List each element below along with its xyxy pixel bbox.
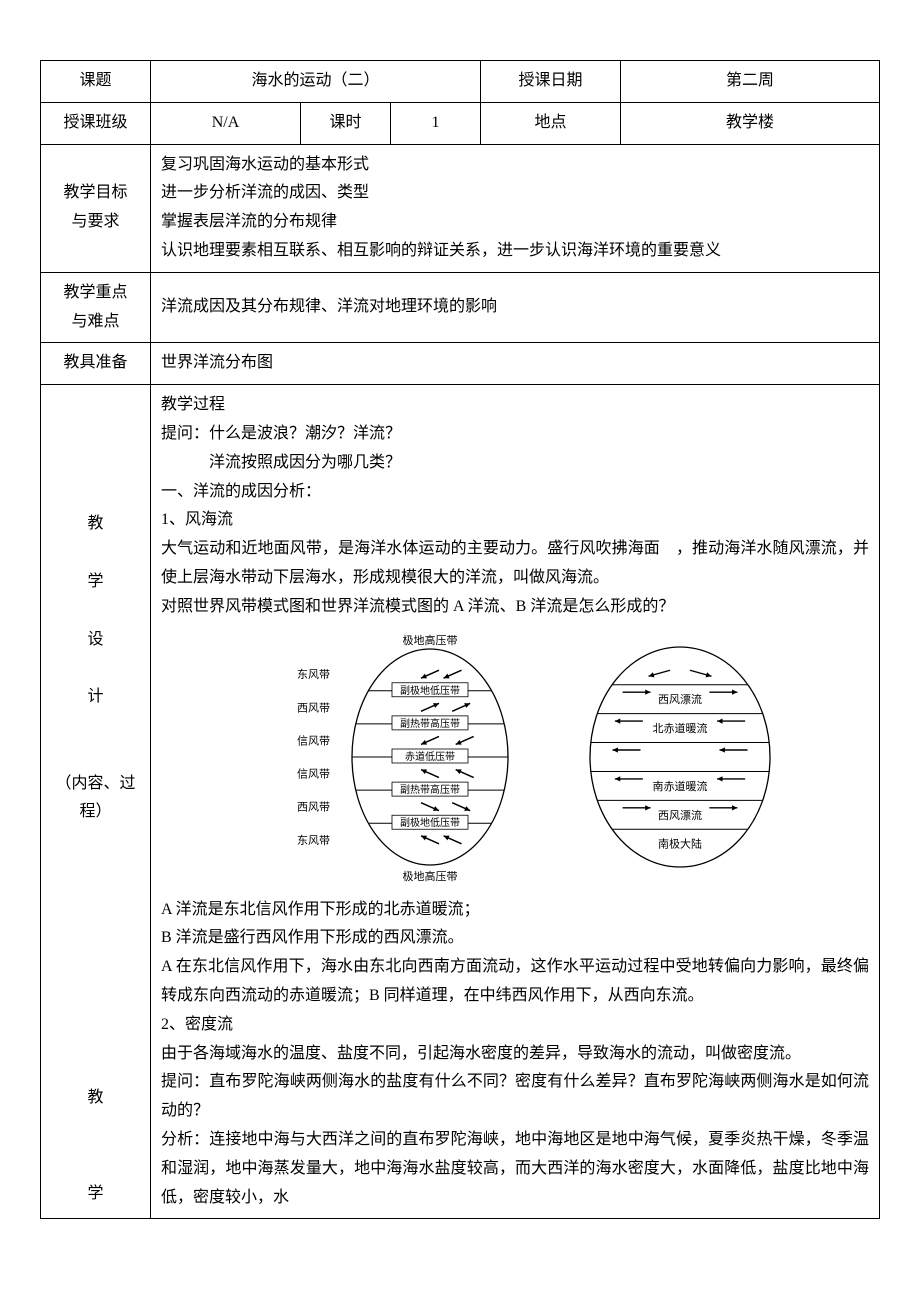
- svg-text:西风漂流: 西风漂流: [658, 807, 702, 821]
- svg-text:西风带: 西风带: [297, 800, 330, 813]
- subsection-1: 1、风海流: [161, 506, 869, 535]
- tools-label: 教具准备: [41, 343, 151, 385]
- para-1a: 大气运动和近地面风带，是海洋水体运动的主要动力。盛行风吹拂海面 ，推动海洋水随风…: [161, 535, 869, 593]
- date-label: 授课日期: [481, 61, 621, 103]
- svg-text:副极地低压带: 副极地低压带: [400, 816, 460, 829]
- place-value: 教学楼: [621, 102, 880, 144]
- para-1b: 对照世界风带模式图和世界洋流模式图的 A 洋流、B 洋流是怎么形成的？: [161, 593, 869, 622]
- tools-text: 世界洋流分布图: [151, 343, 880, 385]
- question-1a: 提问：什么是波浪？潮汐？洋流？: [161, 420, 869, 449]
- para-3c: 分析：连接地中海与大西洋之间的直布罗陀海峡，地中海地区是地中海气候，夏季炎热干燥…: [161, 1126, 869, 1212]
- svg-text:副热带高压带: 副热带高压带: [400, 716, 460, 729]
- focus-label: 教学重点 与难点: [41, 272, 151, 343]
- process-title: 教学过程: [161, 391, 869, 420]
- lesson-plan-table: 课题 海水的运动（二） 授课日期 第二周 授课班级 N/A 课时 1 地点 教学…: [40, 60, 880, 1219]
- question-1b: 洋流按照成因分为哪几类？: [161, 449, 869, 478]
- svg-text:极地高压带: 极地高压带: [403, 633, 458, 647]
- svg-text:东风带: 东风带: [297, 833, 330, 846]
- design-label: 教 学 设 计 （内容、过程）: [41, 385, 151, 953]
- header-row-1: 课题 海水的运动（二） 授课日期 第二周: [41, 61, 880, 103]
- goals-row: 教学目标 与要求 复习巩固海水运动的基本形式 进一步分析洋流的成因、类型 掌握表…: [41, 144, 880, 272]
- topic-value: 海水的运动（二）: [151, 61, 481, 103]
- tools-row: 教具准备 世界洋流分布图: [41, 343, 880, 385]
- para-3b: 提问：直布罗陀海峡两侧海水的盐度有什么不同？密度有什么差异？直布罗陀海峡两侧海水…: [161, 1068, 869, 1126]
- para-2b: B 洋流是盛行西风作用下形成的西风漂流。: [161, 924, 869, 953]
- svg-text:赤道低压带: 赤道低压带: [405, 750, 455, 763]
- svg-text:信风带: 信风带: [297, 767, 330, 780]
- para-2c: A 在东北信风作用下，海水由东北向西南方面流动，这作水平运动过程中受地转偏向力影…: [161, 953, 869, 1011]
- svg-text:南极大陆: 南极大陆: [658, 836, 702, 850]
- header-row-2: 授课班级 N/A 课时 1 地点 教学楼: [41, 102, 880, 144]
- section-1: 一、洋流的成因分析：: [161, 478, 869, 507]
- design-content: 教学过程 提问：什么是波浪？潮汐？洋流？ 洋流按照成因分为哪几类？ 一、洋流的成…: [151, 385, 880, 1219]
- ocean-current-diagram: 西风漂流北赤道暖流南赤道暖流西风漂流南极大陆: [570, 632, 790, 882]
- diagram-row: 极地高压带极地高压带东风带副极地低压带西风带副热带高压带信风带赤道低压带信风带副…: [191, 632, 869, 882]
- class-label: 授课班级: [41, 102, 151, 144]
- para-2a: A 洋流是东北信风作用下形成的北赤道暖流；: [161, 896, 869, 925]
- goals-text: 复习巩固海水运动的基本形式 进一步分析洋流的成因、类型 掌握表层洋流的分布规律 …: [151, 144, 880, 272]
- svg-text:极地高压带: 极地高压带: [403, 869, 458, 882]
- svg-text:东风带: 东风带: [297, 668, 330, 681]
- svg-text:副热带高压带: 副热带高压带: [400, 783, 460, 796]
- design-row: 教 学 设 计 （内容、过程） 教学过程 提问：什么是波浪？潮汐？洋流？ 洋流按…: [41, 385, 880, 953]
- date-value: 第二周: [621, 61, 880, 103]
- svg-text:西风带: 西风带: [297, 701, 330, 714]
- focus-row: 教学重点 与难点 洋流成因及其分布规律、洋流对地理环境的影响: [41, 272, 880, 343]
- place-label: 地点: [481, 102, 621, 144]
- class-value: N/A: [151, 102, 301, 144]
- svg-text:南赤道暖流: 南赤道暖流: [653, 778, 708, 792]
- page-root: 课题 海水的运动（二） 授课日期 第二周 授课班级 N/A 课时 1 地点 教学…: [40, 60, 880, 1219]
- svg-text:信风带: 信风带: [297, 734, 330, 747]
- focus-text: 洋流成因及其分布规律、洋流对地理环境的影响: [151, 272, 880, 343]
- svg-text:副极地低压带: 副极地低压带: [400, 683, 460, 696]
- svg-text:西风漂流: 西风漂流: [658, 692, 702, 706]
- para-3a: 由于各海域海水的温度、盐度不同，引起海水密度的差异，导致海水的流动，叫做密度流。: [161, 1040, 869, 1069]
- subsection-2: 2、密度流: [161, 1011, 869, 1040]
- goals-label: 教学目标 与要求: [41, 144, 151, 272]
- svg-text:北赤道暖流: 北赤道暖流: [653, 721, 708, 735]
- period-label: 课时: [301, 102, 391, 144]
- wind-belt-diagram: 极地高压带极地高压带东风带副极地低压带西风带副热带高压带信风带赤道低压带信风带副…: [270, 632, 530, 882]
- topic-label: 课题: [41, 61, 151, 103]
- design-label-2: 教 学: [41, 952, 151, 1218]
- period-value: 1: [391, 102, 481, 144]
